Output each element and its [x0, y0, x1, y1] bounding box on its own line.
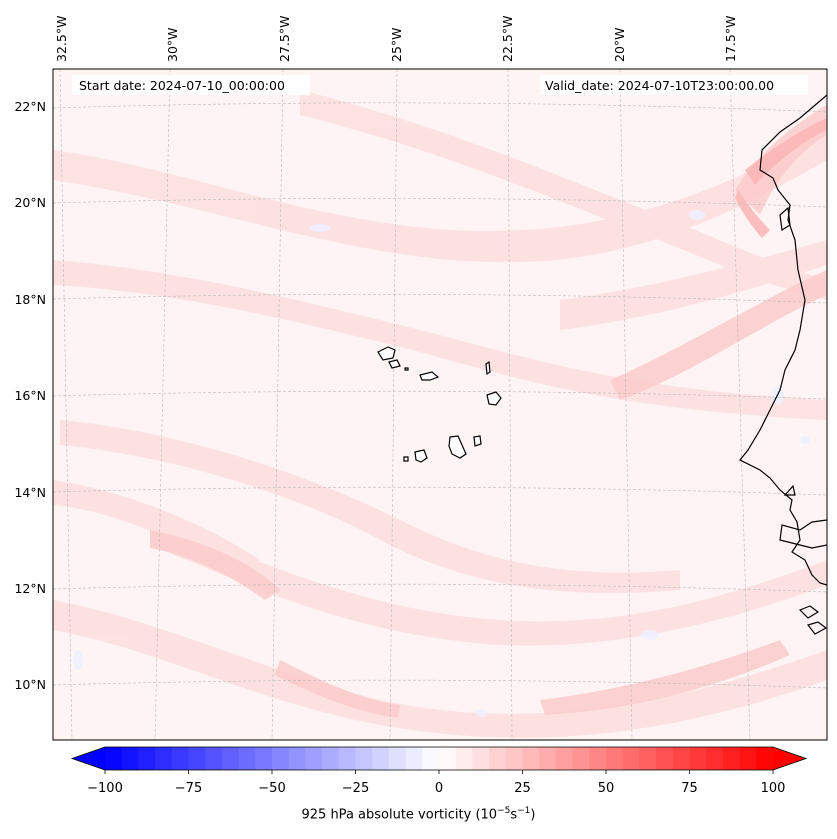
colorbar-level — [372, 747, 390, 770]
cape-verde-islands — [377, 346, 502, 463]
colorbar-level — [138, 747, 156, 770]
colorbar-level — [221, 747, 240, 770]
colorbar-tick-label: 100 — [761, 781, 786, 796]
latitude-labels: 22°N 20°N 18°N 16°N 14°N 12°N 10°N — [14, 99, 46, 692]
lon-label: 32.5°W — [54, 16, 69, 62]
colorbar-level — [739, 747, 757, 770]
map-frame — [52, 68, 828, 741]
colorbar-level — [689, 747, 707, 770]
longitude-labels: 32.5°W 30°W 27.5°W 25°W 22.5°W 20°W 17.5… — [54, 16, 738, 62]
lat-label: 22°N — [14, 99, 46, 114]
colorbar-level — [105, 747, 123, 770]
lon-label: 25°W — [389, 27, 404, 62]
lat-label: 18°N — [14, 292, 46, 307]
colorbar-level — [572, 747, 590, 770]
lat-label: 12°N — [14, 581, 46, 596]
colorbar-label-exp1: −5 — [497, 806, 511, 816]
valid-date-label: Valid_date: 2024-07-10T23:00:00.00 — [545, 78, 774, 93]
colorbar-tick-label: −75 — [175, 781, 202, 796]
colorbar-level — [305, 747, 323, 770]
colorbar-level — [238, 747, 256, 770]
lat-label: 20°N — [14, 195, 46, 210]
colorbar-level — [439, 747, 457, 770]
colorbar-level — [205, 747, 223, 770]
start-date-label: Start date: 2024-07-10_00:00:00 — [79, 78, 285, 93]
colorbar-label-exp2: −1 — [517, 806, 531, 816]
colorbar-level — [405, 747, 423, 770]
colorbar-level — [322, 747, 340, 770]
colorbar-label-mid: s — [510, 807, 518, 823]
lon-label: 27.5°W — [277, 16, 292, 62]
colorbar-label-suffix: ) — [530, 807, 536, 823]
colorbar — [70, 746, 808, 771]
coastline — [739, 94, 827, 635]
colorbar-level — [756, 747, 774, 770]
colorbar-level — [272, 747, 290, 770]
colorbar-tick-label: 25 — [514, 781, 531, 796]
colorbar-level — [505, 747, 524, 770]
colorbar-tick-label: −100 — [87, 781, 123, 796]
colorbar-level — [555, 747, 574, 770]
lat-label: 10°N — [14, 677, 46, 692]
lat-label: 16°N — [14, 388, 46, 403]
colorbar-level — [472, 747, 490, 770]
colorbar-level — [121, 747, 139, 770]
colorbar-tick-label: −25 — [342, 781, 369, 796]
colorbar-level — [455, 747, 473, 770]
colorbar-level — [522, 747, 540, 770]
colorbar-level — [656, 747, 674, 770]
colorbar-level — [155, 747, 173, 770]
colorbar-level — [622, 747, 640, 770]
colorbar-tick-label: −50 — [258, 781, 285, 796]
colorbar-level — [706, 747, 724, 770]
colorbar-level — [338, 747, 357, 770]
colorbar-level — [672, 747, 691, 770]
colorbar-ticks: −100 −75 −50 −25 0 25 50 75 100 — [87, 770, 785, 796]
colorbar-level — [606, 747, 624, 770]
colorbar-level — [171, 747, 190, 770]
colorbar-label: 925 hPa absolute vorticity (10−5s−1) — [0, 806, 837, 822]
lon-label: 17.5°W — [723, 16, 738, 62]
colorbar-level — [255, 747, 273, 770]
lon-label: 22.5°W — [500, 16, 515, 62]
colorbar-label-prefix: 925 hPa absolute vorticity (10 — [301, 807, 498, 823]
colorbar-tick-label: 0 — [435, 781, 443, 796]
colorbar-level — [188, 747, 206, 770]
colorbar-level — [722, 747, 741, 770]
colorbar-level — [639, 747, 657, 770]
vorticity-field — [53, 69, 827, 740]
colorbar-level — [288, 747, 306, 770]
colorbar-level — [489, 747, 507, 770]
colorbar-level — [355, 747, 373, 770]
colorbar-extend-max — [773, 747, 806, 770]
lon-label: 30°W — [165, 27, 180, 62]
africa-coastline — [739, 94, 827, 586]
lat-label: 14°N — [14, 485, 46, 500]
colorbar-tick-label: 75 — [681, 781, 698, 796]
colorbar-level — [388, 747, 407, 770]
colorbar-level — [422, 747, 440, 770]
graticule — [53, 69, 827, 740]
colorbar-level — [589, 747, 607, 770]
lon-label: 20°W — [612, 27, 627, 62]
colorbar-level — [539, 747, 557, 770]
colorbar-tick-label: 50 — [598, 781, 615, 796]
colorbar-extend-min — [72, 747, 105, 770]
